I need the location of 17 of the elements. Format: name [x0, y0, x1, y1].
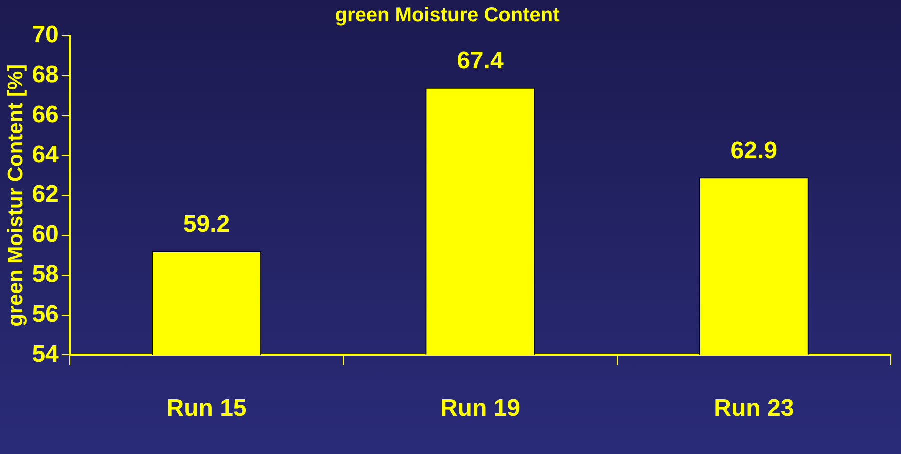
y-tick-label: 64 [32, 141, 60, 168]
y-tick-label: 68 [32, 62, 59, 89]
y-tick-label: 62 [32, 181, 59, 208]
y-axis-title: green Moistur Content [%] [4, 64, 28, 327]
chart-title: green Moisture Content [335, 4, 560, 27]
data-label: 62.9 [730, 137, 778, 164]
x-tick-label: Run 19 [440, 395, 520, 422]
x-tick-label: Run 15 [166, 395, 247, 422]
y-tick-label: 58 [32, 261, 59, 288]
data-label: 67.4 [457, 47, 504, 74]
data-label: 59.2 [183, 211, 230, 238]
y-tick-label: 60 [32, 221, 59, 248]
y-tick-label: 56 [32, 300, 59, 328]
y-tick-label: 54 [32, 340, 60, 368]
y-tick-label: 70 [32, 22, 59, 49]
y-tick-label: 66 [32, 101, 59, 128]
x-tick-label: Run 23 [714, 395, 794, 422]
